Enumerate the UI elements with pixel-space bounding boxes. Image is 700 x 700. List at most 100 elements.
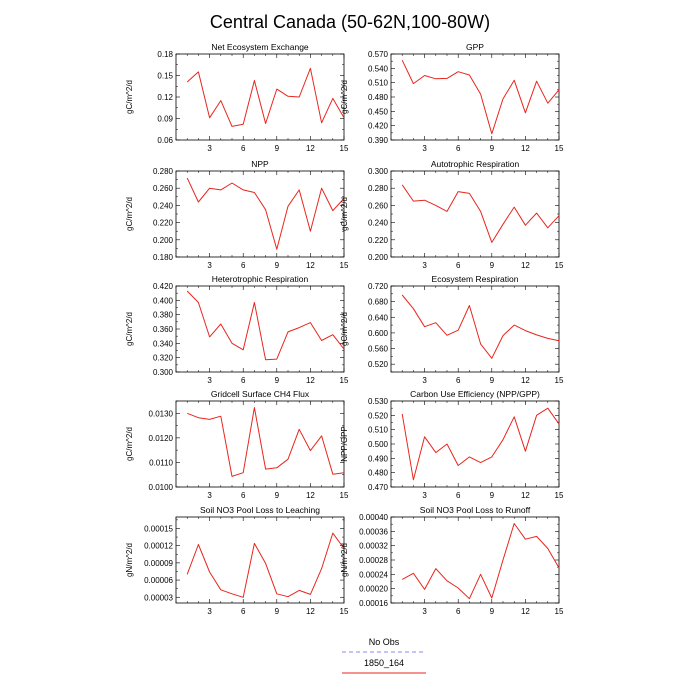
x-tick-label: 12 [306,144,315,153]
x-tick-label: 3 [207,261,212,270]
x-tick-label: 15 [340,491,349,500]
plot-frame [175,170,345,258]
x-tick-label: 9 [490,261,495,270]
panel-title: Heterotrophic Respiration [212,274,309,284]
x-tick-label: 12 [306,261,315,270]
x-tick-label: 12 [521,607,530,616]
x-tick-label: 15 [340,376,349,385]
x-tick-label: 15 [555,491,564,500]
x-tick-label: 3 [422,491,427,500]
y-tick-label: 0.06 [157,136,173,145]
y-axis-label: gC/m^2/d [125,427,134,461]
y-tick-label: 0.200 [368,253,389,262]
y-tick-label: 0.240 [153,201,174,210]
y-tick-label: 0.00020 [359,585,388,594]
y-tick-label: 0.570 [368,50,389,59]
plot-frame [390,285,560,373]
x-tick-label: 6 [456,261,461,270]
y-tick-label: 0.490 [368,454,389,463]
x-tick-label: 9 [275,376,280,385]
plot-frame [175,400,345,488]
panel-title: Autotrophic Respiration [431,159,520,169]
y-tick-label: 0.280 [153,167,174,176]
y-tick-label: 0.360 [153,325,174,334]
y-tick-label: 0.00012 [144,542,173,551]
plot-frame [390,516,560,604]
x-tick-label: 3 [422,607,427,616]
y-tick-label: 0.320 [153,354,174,363]
x-tick-label: 9 [275,607,280,616]
y-tick-label: 0.520 [368,360,389,369]
x-tick-label: 9 [275,144,280,153]
x-tick-label: 6 [241,376,246,385]
panel-title: Ecosystem Respiration [432,274,519,284]
x-tick-label: 6 [456,376,461,385]
panel-autotrophic-respiration: Autotrophic Respiration 3 6 9 12 15 0.200 0.220… [340,159,564,270]
y-tick-label: 0.530 [368,397,389,406]
y-tick-label: 0.510 [368,426,389,435]
y-tick-label: 0.420 [153,282,174,291]
x-tick-label: 6 [241,144,246,153]
y-tick-label: 0.260 [368,201,389,210]
x-tick-label: 15 [340,261,349,270]
x-tick-label: 15 [555,261,564,270]
y-tick-label: 0.400 [153,296,174,305]
y-axis-label: NPP/GPP [340,426,349,462]
x-tick-label: 3 [207,491,212,500]
y-tick-label: 0.0110 [149,458,173,467]
y-tick-label: 0.00009 [144,559,173,568]
y-tick-label: 0.260 [153,184,174,193]
y-tick-label: 0.520 [368,411,389,420]
y-tick-label: 0.09 [157,115,173,124]
x-tick-label: 12 [521,144,530,153]
y-tick-label: 0.380 [153,311,174,320]
x-tick-label: 12 [306,607,315,616]
x-tick-label: 12 [306,376,315,385]
x-tick-label: 15 [555,144,564,153]
y-tick-label: 0.560 [368,345,389,354]
series-line-1850-164 [401,294,560,359]
x-tick-label: 9 [490,491,495,500]
panel-carbon-use-efficiency-npp-gpp: Carbon Use Efficiency (NPP/GPP) 3 6 9 12 15 0.… [340,389,564,500]
y-tick-label: 0.00040 [359,513,388,522]
panel-net-ecosystem-exchange: Net Ecosystem Exchange 3 6 9 12 15 0.06 0.09 0.1… [125,42,349,153]
y-tick-label: 0.00003 [144,593,173,602]
panel-title: GPP [466,42,484,52]
panel-title: Soil NO3 Pool Loss to Leaching [200,505,320,515]
y-tick-label: 0.0130 [149,409,174,418]
x-tick-label: 15 [340,144,349,153]
y-tick-label: 0.450 [368,107,389,116]
panel-title: Soil NO3 Pool Loss to Runoff [420,505,531,515]
y-axis-label: gC/m^2/d [340,80,349,114]
x-tick-label: 9 [275,261,280,270]
y-tick-label: 0.00024 [359,570,388,579]
plot-frame [175,516,345,604]
y-tick-label: 0.00036 [359,527,388,536]
x-tick-label: 12 [521,261,530,270]
series-line-1850-164 [186,290,345,361]
y-tick-label: 0.540 [368,64,389,73]
x-tick-label: 12 [521,491,530,500]
x-tick-label: 3 [207,607,212,616]
y-tick-label: 0.00032 [359,542,388,551]
panel-soil-no3-pool-loss-to-leaching: Soil NO3 Pool Loss to Leaching 3 6 9 12 15 0.0… [125,505,349,616]
y-axis-label: gC/m^2/d [340,197,349,231]
y-tick-label: 0.500 [368,440,389,449]
x-tick-label: 3 [422,144,427,153]
series-line-1850-164 [186,532,345,598]
y-tick-label: 0.510 [368,79,389,88]
y-tick-label: 0.200 [153,236,174,245]
y-tick-label: 0.00006 [144,576,173,585]
series-line-1850-164 [187,407,345,477]
y-axis-label: gC/m^2/d [125,80,134,114]
x-tick-label: 12 [521,376,530,385]
y-tick-label: 0.300 [368,167,389,176]
panel-npp: NPP 3 6 9 12 15 0.180 0.200 0.220 0.240 0.260 0.280… [125,159,349,270]
series-line-1850-164 [401,407,560,481]
y-tick-label: 0.00015 [144,524,173,533]
x-tick-label: 15 [340,607,349,616]
panel-gpp: GPP 3 6 9 12 15 0.390 0.420 0.450 0.480 0.510 0.540… [340,42,564,153]
panel-ecosystem-respiration: Ecosystem Respiration 3 6 9 12 15 0.520 0.560 0.… [340,274,564,385]
y-tick-label: 0.00016 [359,599,388,608]
